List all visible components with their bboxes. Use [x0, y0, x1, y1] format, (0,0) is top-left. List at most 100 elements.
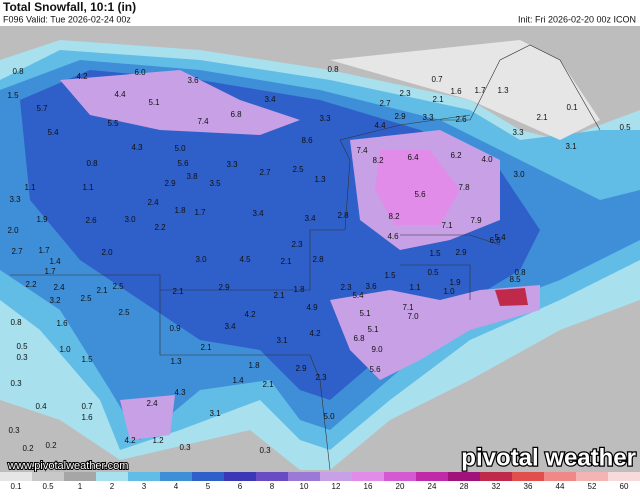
colorbar-swatch	[320, 472, 353, 481]
colorbar-label: 6	[238, 482, 243, 491]
snow-amount: 2.3	[291, 240, 303, 249]
snow-amount: 2.5	[118, 308, 130, 317]
colorbar-label: 52	[588, 482, 597, 491]
snow-amount: 2.1	[432, 95, 444, 104]
snow-amount: 3.3	[512, 128, 524, 137]
colorbar-swatch	[32, 472, 65, 481]
snow-amount: 2.1	[262, 380, 274, 389]
snow-amount: 3.4	[264, 95, 276, 104]
snow-amount: 0.3	[16, 353, 28, 362]
snow-amount: 1.5	[7, 91, 19, 100]
snow-amount: 2.7	[259, 168, 271, 177]
snow-amount: 3.1	[565, 142, 577, 151]
title: Total Snowfall, 10:1 (in)	[3, 0, 136, 14]
snow-amount: 0.2	[22, 444, 34, 453]
snow-amount: 8.6	[301, 136, 313, 145]
snow-amount: 2.5	[112, 282, 124, 291]
snow-amount: 1.8	[293, 285, 305, 294]
snow-amount: 3.4	[224, 322, 236, 331]
snow-amount: 1.7	[44, 267, 56, 276]
snow-amount: 3.4	[252, 209, 264, 218]
snow-amount: 3.3	[422, 113, 434, 122]
snow-amount: 3.6	[187, 76, 199, 85]
watermark: www.pivotalweather.com	[7, 460, 128, 472]
colorbar-label: 16	[364, 482, 373, 491]
colorbar-label: 20	[396, 482, 405, 491]
colorbar-label: 8	[270, 482, 275, 491]
snow-amount: 8.2	[388, 212, 400, 221]
logo: pivotal weather	[461, 444, 636, 471]
snow-amount: 2.5	[80, 294, 92, 303]
snow-amount: 4.3	[131, 143, 143, 152]
snow-amount: 3.3	[9, 195, 21, 204]
snow-amount: 0.3	[10, 379, 22, 388]
snow-amount: 7.0	[407, 312, 419, 321]
colorbar-label: 2	[110, 482, 115, 491]
snow-amount: 2.9	[295, 364, 307, 373]
snow-amount: 5.4	[352, 291, 364, 300]
snow-amount: 2.1	[280, 257, 292, 266]
colorbar-label: 44	[556, 482, 565, 491]
snow-amount: 6.8	[230, 110, 242, 119]
colorbar-swatch	[384, 472, 417, 481]
snow-amount: 1.1	[82, 183, 94, 192]
snow-amount: 3.0	[195, 255, 207, 264]
snow-amount: 6.4	[407, 153, 419, 162]
snow-amount: 6.8	[353, 334, 365, 343]
snow-amount: 6.6	[489, 236, 501, 245]
snow-amount: 0.4	[35, 402, 47, 411]
snow-amount: 5.0	[323, 412, 335, 421]
colorbar-swatch	[128, 472, 161, 481]
snow-amount: 4.2	[244, 310, 256, 319]
colorbar-swatch	[224, 472, 257, 481]
colorbar-label: 1	[78, 482, 83, 491]
snow-amount: 0.8	[12, 67, 24, 76]
snow-amount: 1.6	[450, 87, 462, 96]
snow-amount: 1.9	[36, 215, 48, 224]
init-time: Init: Fri 2026-02-20 00z ICON	[518, 14, 636, 24]
snow-amount: 1.7	[194, 208, 206, 217]
snow-amount: 5.6	[177, 159, 189, 168]
snow-amount: 4.2	[76, 72, 88, 81]
snow-amount: 2.8	[337, 211, 349, 220]
snow-amount: 7.8	[458, 183, 470, 192]
colorbar-label: 60	[620, 482, 629, 491]
snow-amount: 1.2	[152, 436, 164, 445]
snow-amount: 7.1	[402, 303, 414, 312]
snow-amount: 3.4	[304, 214, 316, 223]
snow-amount: 4.4	[114, 90, 126, 99]
colorbar-label: 4	[174, 482, 179, 491]
snow-amount: 1.4	[49, 257, 61, 266]
snow-amount: 0.5	[619, 123, 631, 132]
colorbar-label: 5	[206, 482, 211, 491]
snow-amount: 1.3	[314, 175, 326, 184]
valid-time: F096 Valid: Tue 2026-02-24 00z	[3, 14, 131, 24]
colorbar-label: 10	[300, 482, 309, 491]
snow-amount: 2.1	[273, 291, 285, 300]
snow-amount: 4.9	[306, 303, 318, 312]
snow-amount: 4.0	[481, 155, 493, 164]
snow-amount: 2.9	[455, 248, 467, 257]
snow-amount: 3.3	[319, 114, 331, 123]
snow-amount: 3.3	[226, 160, 238, 169]
snow-amount: 0.3	[259, 446, 271, 455]
snow-amount: 5.6	[369, 365, 381, 374]
snow-amount: 2.9	[394, 112, 406, 121]
snow-amount: 2.8	[312, 255, 324, 264]
snow-amount: 2.3	[315, 373, 327, 382]
snow-amount: 5.1	[367, 325, 379, 334]
snow-amount: 1.7	[38, 246, 50, 255]
snow-amount: 0.5	[16, 342, 28, 351]
colorbar-label: 24	[428, 482, 437, 491]
snow-amount: 0.3	[179, 443, 191, 452]
snow-amount: 1.1	[409, 283, 421, 292]
snow-amount: 5.4	[494, 233, 506, 242]
snow-amount: 2.7	[11, 247, 23, 256]
snow-amount: 2.3	[340, 283, 352, 292]
colorbar-swatch	[448, 472, 481, 481]
snow-amount: 5.1	[359, 309, 371, 318]
snow-amount: 3.0	[124, 215, 136, 224]
snow-amount: 2.6	[455, 115, 467, 124]
snow-amount: 5.4	[47, 128, 59, 137]
snow-amount: 1.9	[449, 278, 461, 287]
